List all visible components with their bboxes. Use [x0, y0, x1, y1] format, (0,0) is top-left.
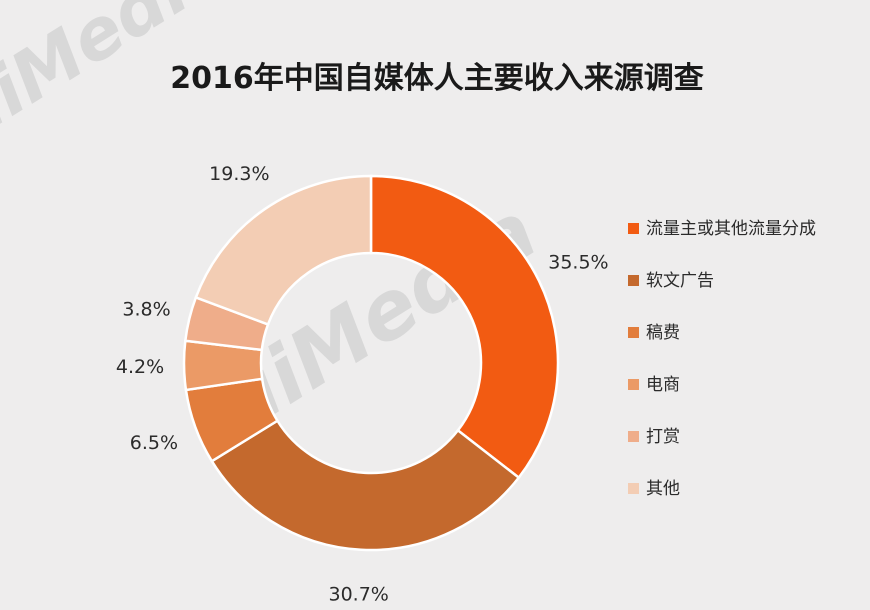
legend-swatch [628, 483, 639, 494]
donut-slice [194, 174, 373, 327]
chart-title: 2016年中国自媒体人主要收入来源调查 [170, 61, 704, 96]
data-labels: 35.5% 30.7% 6.5% 4.2% 3.8% 19.3% [116, 163, 609, 605]
legend-label: 软文广告 [646, 271, 714, 291]
legend-swatch [628, 223, 639, 234]
data-label: 30.7% [328, 584, 388, 606]
legend-label: 稿费 [646, 323, 680, 343]
legend-swatch [628, 379, 639, 390]
legend-label: 电商 [646, 375, 680, 395]
donut-slice [369, 174, 560, 480]
legend-swatch [628, 431, 639, 442]
data-label: 4.2% [116, 356, 164, 378]
legend-swatch [628, 327, 639, 338]
donut-slices [182, 174, 560, 552]
legend-label: 其他 [646, 479, 680, 499]
data-label: 6.5% [130, 432, 178, 454]
data-label: 35.5% [548, 251, 608, 273]
data-label: 19.3% [209, 163, 269, 185]
legend-label: 打赏 [646, 427, 680, 447]
data-label: 3.8% [122, 298, 170, 320]
legend-swatch [628, 275, 639, 286]
donut-slice [210, 419, 521, 552]
legend-label: 流量主或其他流量分成 [646, 219, 816, 239]
